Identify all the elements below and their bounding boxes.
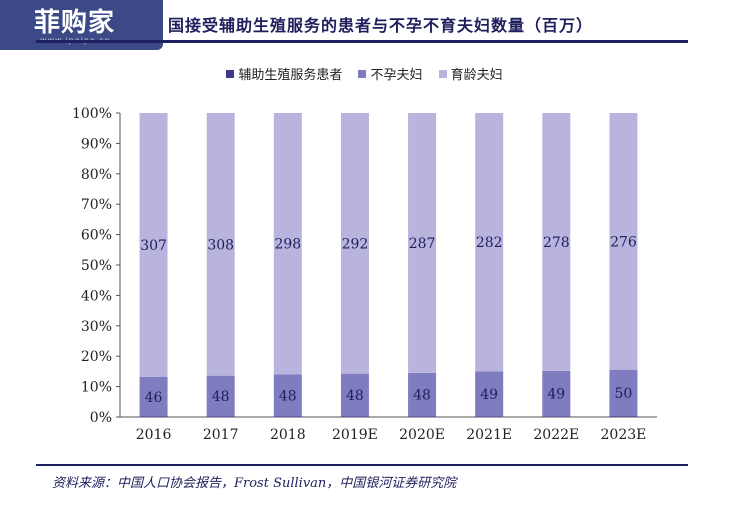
data-label: 276	[610, 234, 637, 250]
bar-segment	[475, 113, 504, 372]
bar-segment	[475, 416, 504, 417]
x-tick-label: 2018	[270, 427, 306, 443]
y-tick-label: 30%	[81, 319, 112, 335]
y-tick-label: 80%	[81, 167, 112, 183]
y-tick-label: 0%	[90, 410, 112, 426]
y-tick-label: 90%	[81, 136, 112, 152]
bar-segment	[609, 416, 638, 417]
x-tick-label: 2023E	[601, 427, 647, 443]
bar-segment	[408, 113, 437, 373]
bar-segment	[340, 113, 369, 374]
data-label: 49	[547, 387, 565, 403]
data-label: 50	[615, 386, 633, 402]
y-tick-label: 100%	[72, 106, 112, 122]
source-note: 资料来源：中国人口协会报告，Frost Sullivan，中国银河证券研究院	[52, 476, 457, 491]
bar-segment	[139, 416, 168, 418]
bar-segment	[139, 113, 168, 378]
source-divider	[36, 464, 688, 466]
legend-item-infertile: 不孕夫妇	[358, 64, 423, 83]
bar-segment	[609, 113, 638, 370]
data-label: 308	[207, 237, 234, 253]
data-label: 298	[274, 237, 301, 253]
data-label: 46	[145, 390, 163, 406]
y-tick-label: 70%	[81, 197, 112, 213]
logo-text: 菲购家	[34, 8, 116, 38]
legend-swatch-childbearing	[438, 70, 447, 78]
y-tick-label: 10%	[81, 380, 112, 396]
x-tick-label: 2016	[136, 427, 172, 443]
x-tick-label: 2019E	[332, 427, 378, 443]
data-label: 282	[476, 235, 503, 251]
legend-item-childbearing: 育龄夫妇	[438, 64, 503, 83]
y-tick-label: 50%	[81, 258, 112, 274]
data-label: 307	[140, 238, 167, 254]
bar-segment	[340, 416, 369, 418]
data-label: 48	[279, 388, 297, 404]
bar-segment	[139, 377, 168, 417]
legend-label-childbearing: 育龄夫妇	[450, 68, 503, 83]
bar-segment	[609, 369, 638, 417]
y-tick-label: 40%	[81, 288, 112, 304]
bar-segment	[542, 113, 571, 371]
data-label: 278	[543, 235, 570, 251]
bar-segment	[273, 416, 302, 418]
data-label: 292	[342, 236, 369, 252]
bar-segment	[206, 416, 235, 418]
data-label: 287	[409, 236, 436, 252]
data-label: 48	[346, 388, 364, 404]
data-label: 48	[212, 389, 230, 405]
bar-segment	[273, 374, 302, 417]
x-tick-label: 2017	[203, 427, 239, 443]
bar-segment	[206, 113, 235, 376]
bar-segment	[542, 416, 571, 417]
x-tick-label: 2020E	[399, 427, 445, 443]
data-label: 49	[480, 387, 498, 403]
bar-segment	[408, 416, 437, 417]
bar-segment	[273, 113, 302, 375]
y-tick-label: 20%	[81, 349, 112, 365]
bar-segment	[408, 372, 437, 417]
legend-item-patients: 辅助生殖服务患者	[226, 64, 342, 83]
chart-legend: 辅助生殖服务患者 不孕夫妇 育龄夫妇	[0, 64, 729, 83]
x-tick-label: 2022E	[533, 427, 579, 443]
bar-segment	[542, 370, 571, 417]
legend-swatch-patients	[226, 70, 235, 78]
title-divider	[36, 40, 688, 43]
legend-label-infertile: 不孕夫妇	[370, 68, 423, 83]
bar-segment	[475, 371, 504, 417]
bar-segment	[206, 375, 235, 417]
data-label: 48	[413, 388, 431, 404]
legend-label-patients: 辅助生殖服务患者	[238, 68, 343, 83]
legend-swatch-infertile	[358, 70, 367, 78]
x-tick-label: 2021E	[466, 427, 512, 443]
stacked-bar-chart: 0%10%20%30%40%50%60%70%80%90%100%0.54630…	[72, 106, 657, 443]
bar-segment	[340, 373, 369, 417]
chart-title: 国接受辅助生殖服务的患者与不孕不育夫妇数量（百万）	[168, 16, 594, 35]
y-tick-label: 60%	[81, 228, 112, 244]
